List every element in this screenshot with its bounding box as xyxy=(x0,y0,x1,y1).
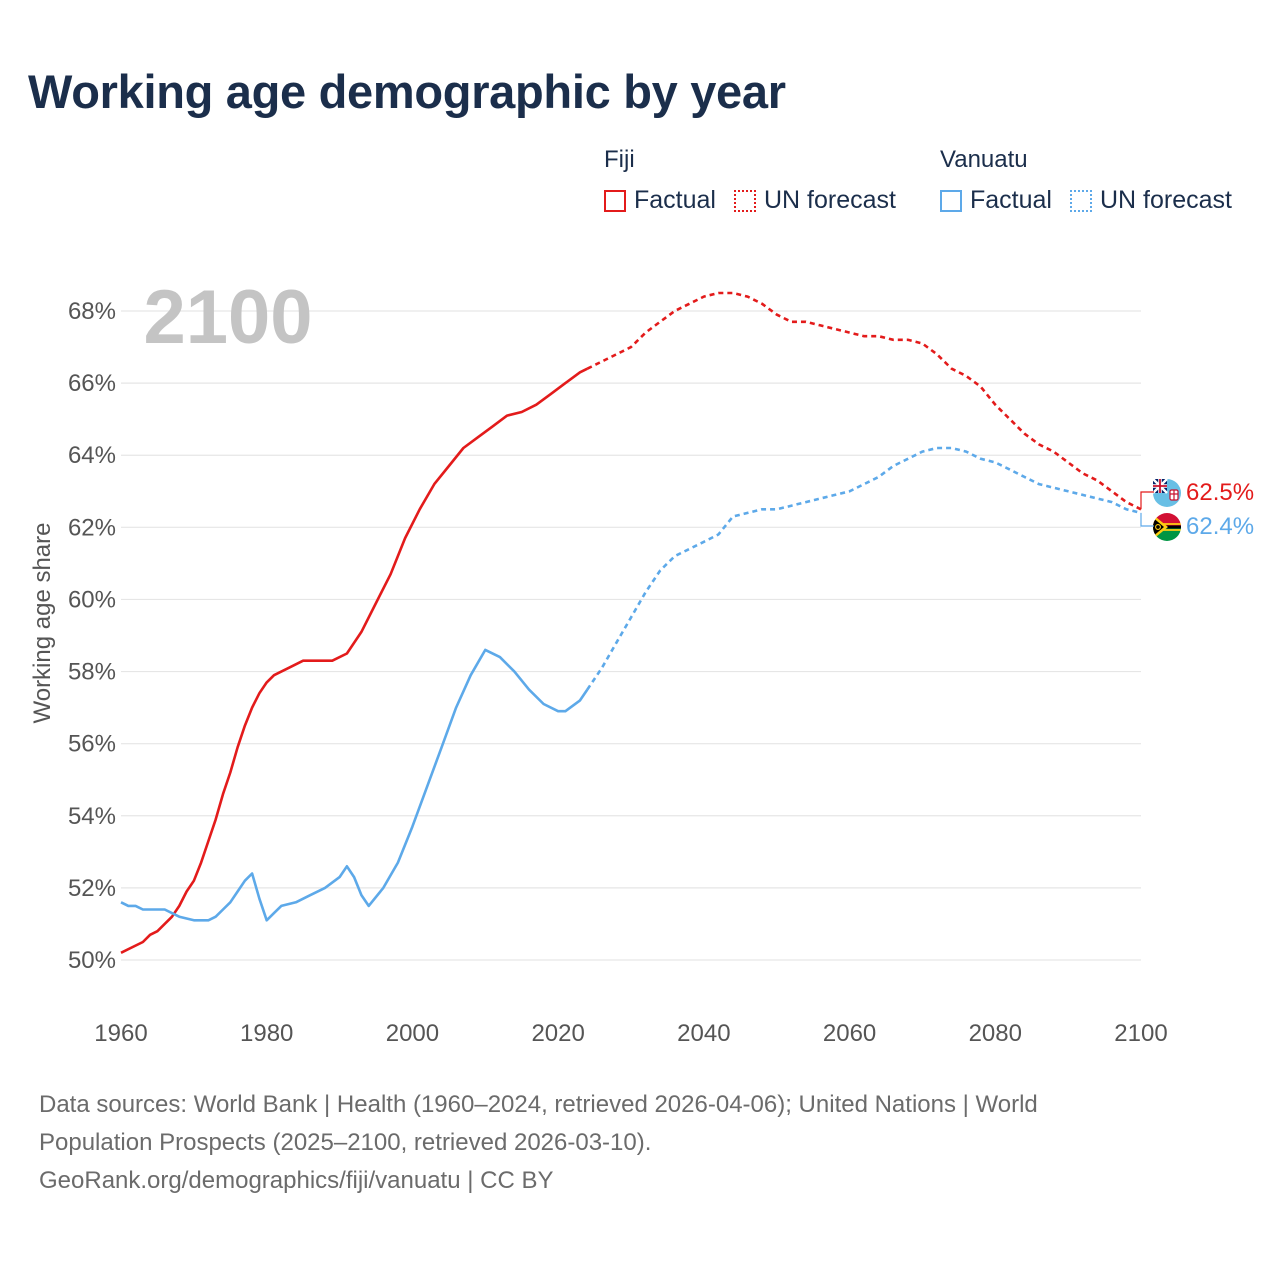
vanuatu-forecast-line[interactable] xyxy=(586,446,1142,691)
legend-fiji-forecast-label: UN forecast xyxy=(763,186,896,214)
legend-swatch-solid-icon xyxy=(940,189,962,212)
fiji-end-connector xyxy=(1140,491,1154,510)
y-tick-label: 60% xyxy=(68,586,116,613)
legend-vanuatu: Vanuatu Factual UN forecast xyxy=(940,144,1250,215)
y-tick-label: 68% xyxy=(68,298,116,325)
y-tick-label: 64% xyxy=(68,442,116,469)
y-tick-label: 54% xyxy=(68,803,116,830)
legend-fiji-factual-label: Factual xyxy=(634,186,716,214)
grid-layer: 50% 52% 54% 56% 58% 60% 62% 64% 66% 68% 1960 1980 20… xyxy=(68,298,1168,1047)
fiji-end-label: 62.5% xyxy=(1186,479,1254,506)
series-layer xyxy=(120,291,1142,954)
y-tick-label: 66% xyxy=(68,370,116,397)
marker-layer xyxy=(1152,478,1181,541)
fiji-factual-line[interactable] xyxy=(120,367,588,954)
y-tick-label: 50% xyxy=(68,947,116,974)
fiji-forecast-line[interactable] xyxy=(586,291,1142,511)
legend-fiji-factual[interactable]: Factual xyxy=(604,186,716,215)
footer-line-2: Population Prospects (2025–2100, retriev… xyxy=(39,1129,652,1156)
legend-swatch-dotted-icon xyxy=(1069,189,1092,212)
fiji-flag-icon xyxy=(1152,478,1181,507)
legend-swatch-dotted-icon xyxy=(733,189,756,212)
footer-line-1: Data sources: World Bank | Health (1960–… xyxy=(39,1091,1038,1118)
x-tick-label: 2000 xyxy=(386,1020,439,1047)
legend-vanuatu-factual-label: Factual xyxy=(970,186,1052,214)
x-tick-label: 2080 xyxy=(969,1020,1022,1047)
legend-vanuatu-factual[interactable]: Factual xyxy=(940,186,1052,215)
footer-attribution[interactable]: GeoRank.org/demographics/fiji/vanuatu | … xyxy=(39,1167,554,1194)
y-axis-label: Working age share xyxy=(29,523,56,724)
y-tick-label: 62% xyxy=(68,514,116,541)
y-tick-label: 58% xyxy=(68,659,116,686)
chart-title: Working age demographic by year xyxy=(28,65,786,118)
y-tick-label: 56% xyxy=(68,731,116,758)
x-tick-label: 1960 xyxy=(94,1020,147,1047)
label-layer: 62.5% 62.4% xyxy=(1140,479,1254,540)
legend-vanuatu-forecast[interactable]: UN forecast xyxy=(1069,186,1232,215)
footer-sources: Data sources: World Bank | Health (1960–… xyxy=(39,1086,1179,1200)
year-watermark: 2100 xyxy=(143,275,312,360)
legend-country-vanuatu: Vanuatu xyxy=(940,146,1028,173)
line-chart: 50% 52% 54% 56% 58% 60% 62% 64% 66% 68% 1960 1980 20… xyxy=(29,275,1254,1047)
legend-fiji: Fiji Factual UN forecast xyxy=(604,144,914,215)
legend-country-fiji: Fiji xyxy=(604,146,635,173)
vanuatu-end-connector xyxy=(1140,512,1154,527)
x-tick-label: 2020 xyxy=(531,1020,584,1047)
vanuatu-factual-line[interactable] xyxy=(120,648,589,922)
vanuatu-flag-icon xyxy=(1153,513,1181,541)
legend-fiji-forecast[interactable]: UN forecast xyxy=(733,186,896,215)
x-tick-label: 2040 xyxy=(677,1020,730,1047)
legend-vanuatu-forecast-label: UN forecast xyxy=(1099,186,1232,214)
x-tick-label: 1980 xyxy=(240,1020,293,1047)
legend-swatch-solid-icon xyxy=(604,189,626,212)
y-tick-label: 52% xyxy=(68,875,116,902)
vanuatu-end-label: 62.4% xyxy=(1186,513,1254,540)
x-tick-label: 2100 xyxy=(1114,1020,1167,1047)
x-tick-label: 2060 xyxy=(823,1020,876,1047)
